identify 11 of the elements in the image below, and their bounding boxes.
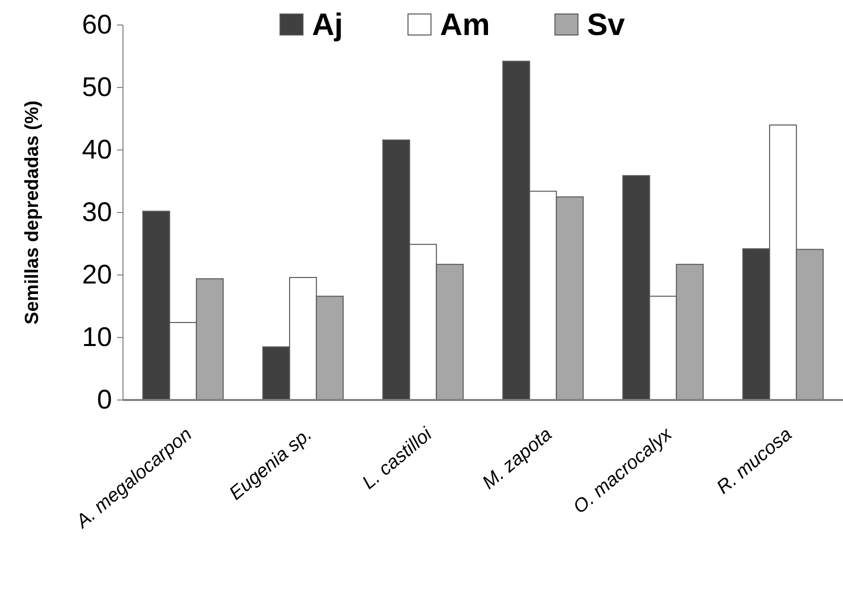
y-tick-label: 40 bbox=[82, 134, 112, 165]
y-tick-label: 60 bbox=[82, 10, 112, 40]
y-tick-label: 50 bbox=[82, 72, 112, 102]
legend-label: Am bbox=[440, 7, 490, 42]
y-tick-label: 10 bbox=[82, 322, 112, 352]
y-tick-label: 20 bbox=[82, 260, 112, 290]
legend-label: Sv bbox=[586, 7, 626, 42]
y-tick-label: 0 bbox=[96, 384, 112, 415]
y-tick-label: 30 bbox=[82, 197, 112, 228]
y-axis-title: Semillas depredadas (%) bbox=[22, 100, 43, 324]
legend-label: Aj bbox=[312, 7, 343, 42]
